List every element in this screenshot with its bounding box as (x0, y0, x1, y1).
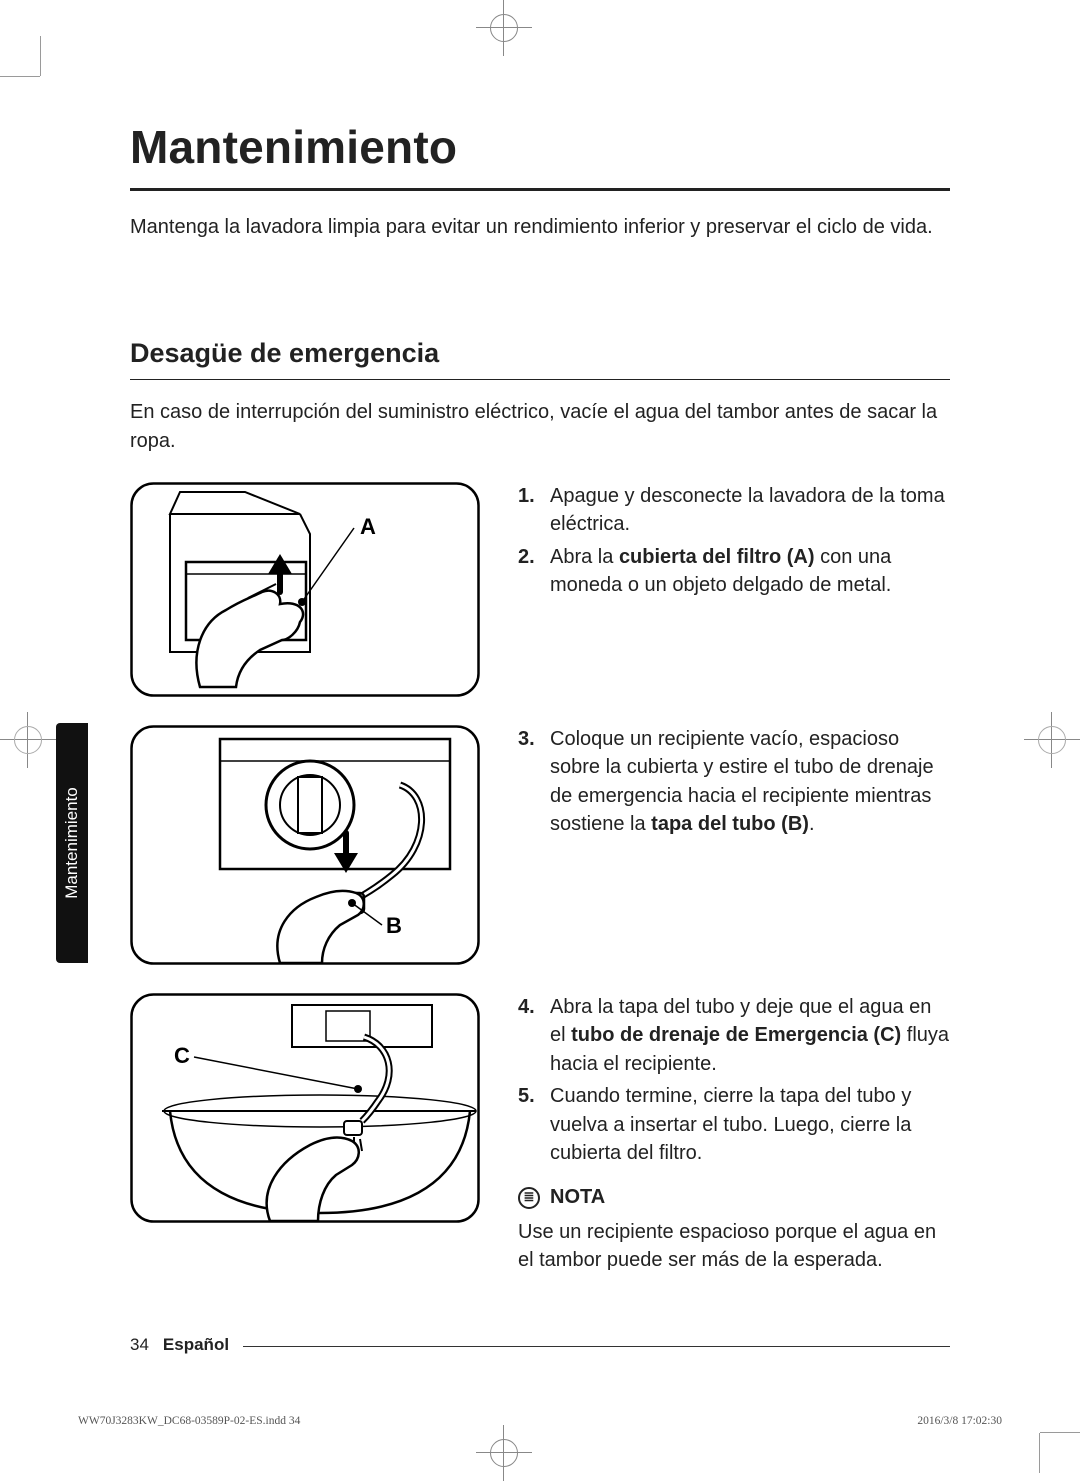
page-footer: 34 Español (130, 1335, 950, 1355)
note-icon: ≣ (518, 1187, 540, 1209)
imprint-file: WW70J3283KW_DC68-03589P-02-ES.indd 34 (78, 1415, 300, 1427)
step-4: 4. Abra la tapa del tubo y deje que el a… (518, 993, 950, 1078)
imprint-line: WW70J3283KW_DC68-03589P-02-ES.indd 34 20… (78, 1415, 1002, 1427)
step-number: 2. (518, 543, 540, 600)
note-label: NOTA (550, 1183, 605, 1211)
step-number: 3. (518, 725, 540, 839)
section-tab-label: Mantenimiento (62, 787, 82, 899)
step-text: Apague y desconecte la lavadora de la to… (550, 482, 950, 539)
instruction-block-c: C 4. Abra la tapa del tubo y deje que el… (130, 993, 950, 1275)
figure-c: C (130, 993, 480, 1223)
cropmark (1039, 1433, 1040, 1473)
step-text: Abra la cubierta del filtro (A) con una … (550, 543, 950, 600)
step-text: Coloque un recipiente vacío, espacioso s… (550, 725, 950, 839)
steps-col-b: 3. Coloque un recipiente vacío, espacios… (518, 725, 950, 843)
section-tab: Mantenimiento (56, 723, 88, 963)
figure-label-a: A (360, 514, 376, 539)
page: Mantenimiento Mantenimiento Mantenga la … (0, 0, 1080, 1481)
step-5: 5. Cuando termine, cierre la tapa del tu… (518, 1082, 950, 1167)
cropmark (1040, 1432, 1080, 1433)
figure-label-b: B (386, 913, 402, 938)
register-mark (476, 0, 532, 56)
section-intro: En caso de interrupción del suministro e… (130, 398, 950, 456)
register-mark (1024, 712, 1080, 768)
step-text: Abra la tapa del tubo y deje que el agua… (550, 993, 950, 1078)
instruction-block-b: B 3. Coloque un recipiente vacío, espaci… (130, 725, 950, 965)
footer-language: Español (163, 1335, 229, 1355)
intro-text: Mantenga la lavadora limpia para evitar … (130, 213, 950, 242)
instruction-block-a: A 1. Apague y desconecte la lavadora de … (130, 482, 950, 697)
step-text: Cuando termine, cierre la tapa del tubo … (550, 1082, 950, 1167)
figure-label-c: C (174, 1043, 190, 1068)
cropmark (40, 36, 41, 76)
section-heading: Desagüe de emergencia (130, 338, 950, 380)
footer-rule (243, 1346, 950, 1347)
register-mark (0, 712, 56, 768)
step-2: 2. Abra la cubierta del filtro (A) con u… (518, 543, 950, 600)
cropmark (0, 76, 40, 77)
figure-b: B (130, 725, 480, 965)
step-3: 3. Coloque un recipiente vacío, espacios… (518, 725, 950, 839)
note-heading: ≣ NOTA (518, 1183, 950, 1211)
figure-a: A (130, 482, 480, 697)
register-mark (476, 1425, 532, 1481)
steps-col-c: 4. Abra la tapa del tubo y deje que el a… (518, 993, 950, 1275)
steps-col-a: 1. Apague y desconecte la lavadora de la… (518, 482, 950, 604)
step-number: 4. (518, 993, 540, 1078)
step-1: 1. Apague y desconecte la lavadora de la… (518, 482, 950, 539)
step-number: 1. (518, 482, 540, 539)
page-number: 34 (130, 1335, 149, 1355)
note-text: Use un recipiente espacioso porque el ag… (518, 1218, 950, 1275)
content-area: Mantenimiento Mantenga la lavadora limpi… (130, 120, 950, 1275)
page-title: Mantenimiento (130, 120, 950, 191)
step-number: 5. (518, 1082, 540, 1167)
imprint-date: 2016/3/8 17:02:30 (917, 1415, 1002, 1427)
